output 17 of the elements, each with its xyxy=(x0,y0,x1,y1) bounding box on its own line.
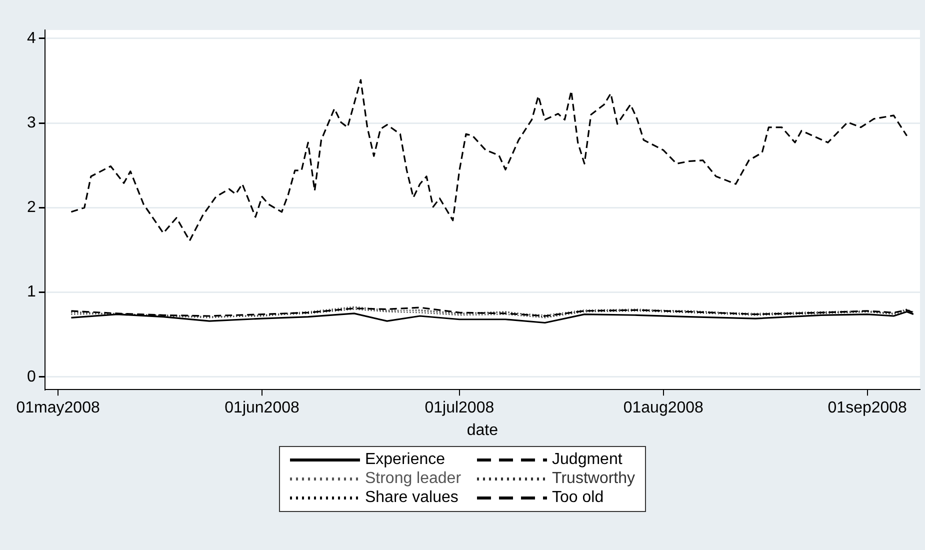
x-tick-label: 01jun2008 xyxy=(224,400,300,417)
legend-label: Strong leader xyxy=(364,470,462,488)
legend-label: Share values xyxy=(364,489,458,507)
y-tick-label: 2 xyxy=(26,199,36,216)
legend-label: Judgment xyxy=(552,451,622,469)
x-tick-label: 01jul2008 xyxy=(424,400,494,417)
y-tick-label: 1 xyxy=(26,284,36,301)
legend-label: Trustworthy xyxy=(552,470,636,488)
y-tick-label: 3 xyxy=(26,114,36,132)
y-tick-label: 4 xyxy=(26,30,36,47)
legend-label: Too old xyxy=(552,489,604,507)
x-axis-title: date xyxy=(466,422,498,439)
x-tick-label: 01may2008 xyxy=(16,400,100,417)
x-tick-label: 01sep2008 xyxy=(828,400,908,417)
x-tick-label: 01aug2008 xyxy=(623,400,704,417)
y-tick-label: 0 xyxy=(26,368,36,386)
legend-label: Experience xyxy=(364,451,446,469)
